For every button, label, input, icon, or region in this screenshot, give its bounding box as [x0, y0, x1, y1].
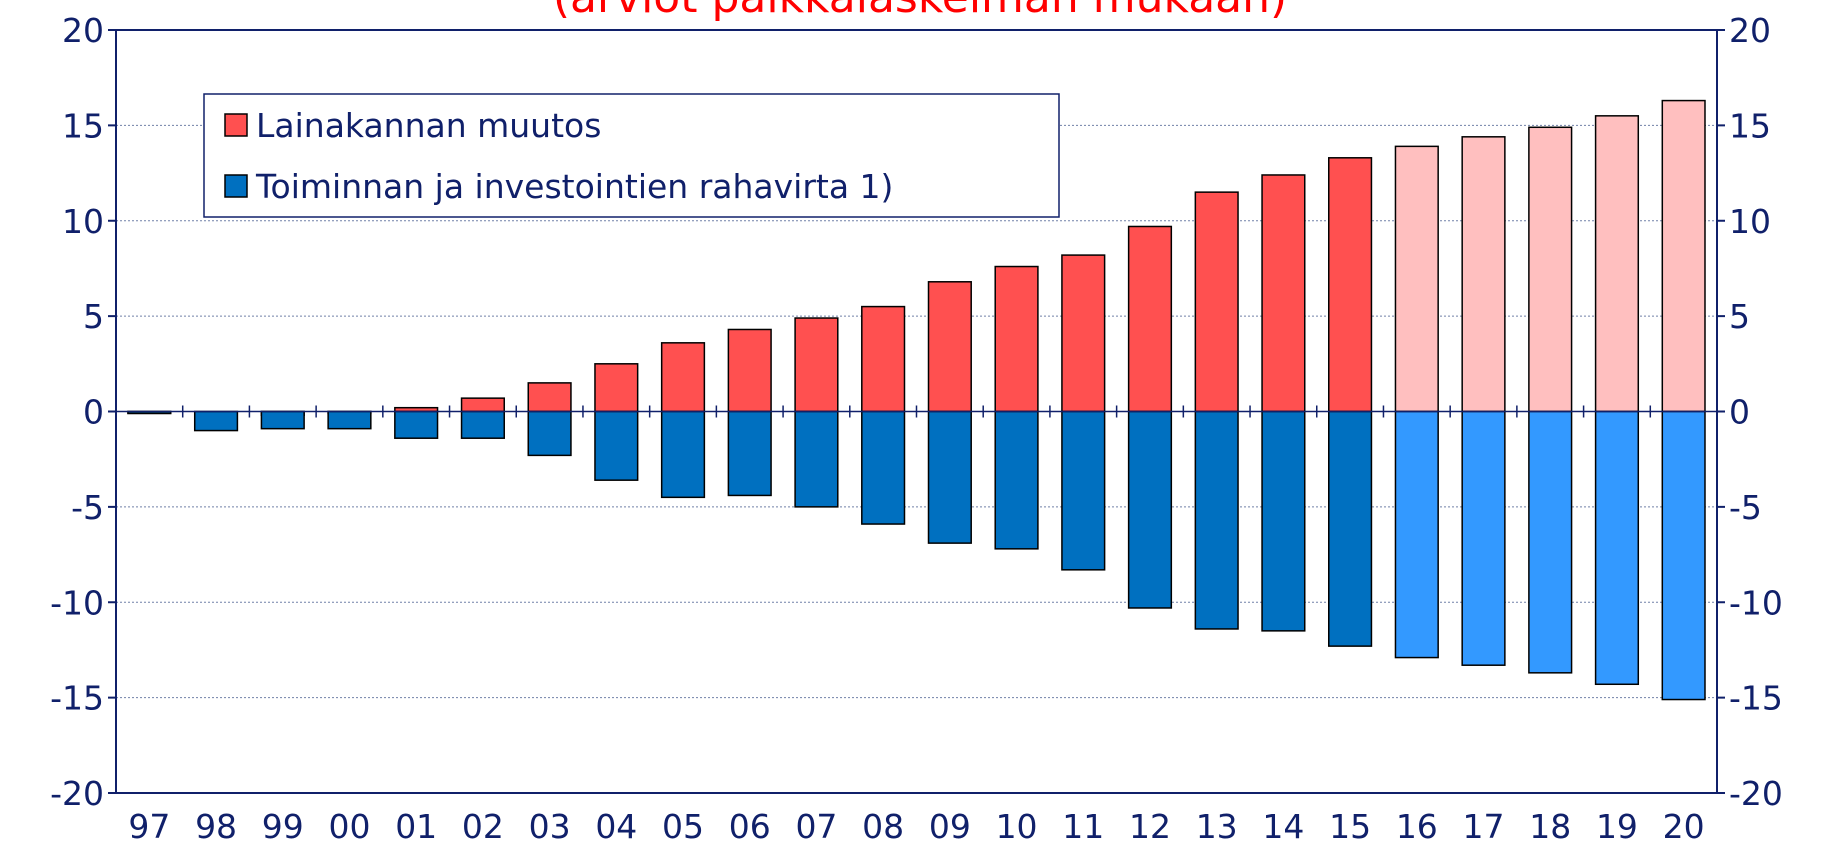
- y-tick-label: -5: [71, 488, 104, 527]
- bar: [1127, 225, 1173, 413]
- y2-tick-label: 20: [1729, 11, 1771, 50]
- bar: [927, 281, 972, 413]
- bar: [460, 410, 505, 439]
- bar: [1594, 115, 1640, 413]
- y2-tick-label: 0: [1729, 393, 1750, 432]
- x-tick-label: 02: [462, 807, 504, 846]
- bar: [861, 305, 906, 413]
- y2-tick-label: 5: [1729, 297, 1750, 336]
- y-tick-label: 5: [83, 297, 104, 336]
- bar: [1061, 410, 1106, 571]
- bar: [727, 328, 772, 413]
- bar: [1394, 145, 1439, 413]
- x-tick-label: 00: [328, 807, 370, 846]
- x-tick-label: 09: [929, 807, 971, 846]
- y2-tick-label: -5: [1729, 488, 1762, 527]
- bar: [660, 342, 706, 413]
- x-tick-label: 17: [1463, 807, 1505, 846]
- x-tick-label: 04: [595, 807, 637, 846]
- bar: [1661, 410, 1706, 701]
- bar: [460, 397, 505, 413]
- x-tick-label: 99: [262, 807, 304, 846]
- bar: [193, 410, 239, 432]
- x-tick-label: 18: [1529, 807, 1571, 846]
- bar: [1661, 99, 1706, 413]
- y-tick-label: 20: [62, 11, 104, 50]
- x-tick-label: 12: [1129, 807, 1171, 846]
- chart-title: (arviot palkkalaskelman mukaan): [553, 0, 1287, 23]
- bar: [594, 363, 639, 413]
- legend-label: Lainakannan muutos: [256, 106, 601, 145]
- y2-tick-label: -20: [1729, 774, 1783, 813]
- bar: [660, 410, 706, 499]
- legend-box: [203, 93, 1060, 218]
- x-tick-label: 14: [1262, 807, 1304, 846]
- y-tick-label: 10: [62, 202, 104, 241]
- legend-label: Toiminnan ja investointien rahavirta 1): [255, 167, 893, 206]
- x-tick-label: 15: [1329, 807, 1371, 846]
- bar: [394, 410, 439, 439]
- y2-tick-label: -10: [1729, 583, 1783, 622]
- bar: [1328, 410, 1373, 647]
- bar: [1528, 410, 1573, 674]
- bar: [994, 410, 1039, 550]
- x-tick-label: 97: [128, 807, 170, 846]
- bar: [994, 265, 1039, 413]
- legend-swatch: [224, 113, 248, 137]
- bar: [1261, 410, 1306, 632]
- x-tick-label: 03: [529, 807, 571, 846]
- bar: [794, 410, 839, 508]
- x-tick-label: 06: [729, 807, 771, 846]
- y2-tick-label: 15: [1729, 106, 1771, 145]
- x-tick-label: 07: [795, 807, 837, 846]
- legend-swatch: [224, 174, 248, 198]
- y-tick-label: 0: [83, 393, 104, 432]
- x-tick-label: 98: [195, 807, 237, 846]
- y-tick-label: 15: [62, 106, 104, 145]
- y-tick-label: -20: [50, 774, 104, 813]
- bar: [1328, 157, 1373, 413]
- y2-tick-label: -15: [1729, 679, 1783, 718]
- bar: [1061, 254, 1106, 413]
- x-tick-label: 20: [1663, 807, 1705, 846]
- x-tick-label: 10: [996, 807, 1038, 846]
- bar: [927, 410, 972, 544]
- y-tick-label: -15: [50, 679, 104, 718]
- bar: [794, 317, 839, 413]
- bar: [594, 410, 639, 481]
- x-tick-label: 19: [1596, 807, 1638, 846]
- bar: [527, 410, 572, 457]
- x-tick-label: 11: [1062, 807, 1104, 846]
- bar: [1461, 410, 1506, 666]
- x-tick-label: 05: [662, 807, 704, 846]
- x-tick-label: 13: [1196, 807, 1238, 846]
- y-tick-label: -10: [50, 583, 104, 622]
- bar: [527, 382, 572, 413]
- bar: [1194, 410, 1239, 630]
- x-tick-label: 16: [1396, 807, 1438, 846]
- y2-tick-label: 10: [1729, 202, 1771, 241]
- bar: [1528, 126, 1573, 413]
- bar: [327, 410, 372, 430]
- bar: [1394, 410, 1439, 659]
- x-tick-label: 08: [862, 807, 904, 846]
- x-tick-label: 01: [395, 807, 437, 846]
- bar: [1261, 174, 1306, 413]
- bar: [1461, 136, 1506, 413]
- bar: [260, 410, 305, 430]
- bar: [1194, 191, 1239, 413]
- bar: [861, 410, 906, 525]
- bar: [727, 410, 772, 497]
- bar: [1127, 410, 1173, 609]
- bar: [1594, 410, 1640, 686]
